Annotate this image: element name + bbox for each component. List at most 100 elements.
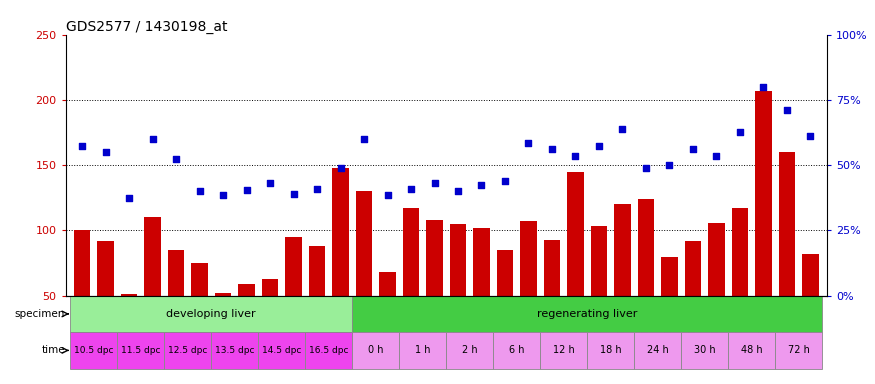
Point [145, 136, 159, 142]
Bar [215, 293, 231, 296]
Bar [493, 332, 540, 369]
Point [333, 165, 347, 171]
Bar [708, 223, 724, 296]
Text: 12.5 dpc: 12.5 dpc [168, 346, 207, 355]
Bar [682, 332, 728, 369]
Bar [426, 220, 443, 296]
Text: 2 h: 2 h [462, 345, 478, 356]
Text: 18 h: 18 h [600, 345, 621, 356]
Bar [353, 296, 822, 332]
Point [75, 142, 89, 149]
Bar [262, 279, 278, 296]
Bar [521, 221, 536, 296]
Text: 24 h: 24 h [647, 345, 668, 356]
Text: time: time [41, 345, 65, 356]
Point [428, 180, 442, 187]
Point [498, 178, 512, 184]
Bar [543, 240, 560, 296]
Text: 16.5 dpc: 16.5 dpc [309, 346, 348, 355]
Bar [497, 250, 514, 296]
Bar [211, 332, 258, 369]
Text: 13.5 dpc: 13.5 dpc [215, 346, 255, 355]
Bar [285, 237, 302, 296]
Point [639, 165, 653, 171]
Bar [117, 332, 164, 369]
Point [381, 192, 395, 198]
Text: GDS2577 / 1430198_at: GDS2577 / 1430198_at [66, 20, 228, 33]
Point [451, 188, 465, 194]
Bar [634, 332, 682, 369]
Point [357, 136, 371, 142]
Point [803, 133, 817, 139]
Bar [353, 332, 399, 369]
Point [99, 149, 113, 155]
Point [404, 185, 418, 192]
Bar [685, 241, 701, 296]
Text: 10.5 dpc: 10.5 dpc [74, 346, 114, 355]
Bar [379, 272, 396, 296]
Bar [638, 199, 654, 296]
Bar [192, 263, 207, 296]
Text: 30 h: 30 h [694, 345, 716, 356]
Bar [238, 284, 255, 296]
Text: specimen: specimen [15, 309, 65, 319]
Text: 11.5 dpc: 11.5 dpc [121, 346, 160, 355]
Bar [356, 191, 372, 296]
Text: 12 h: 12 h [553, 345, 575, 356]
Bar [446, 332, 493, 369]
Point [710, 153, 724, 159]
Bar [164, 332, 211, 369]
Bar [258, 332, 305, 369]
Point [757, 84, 771, 90]
Bar [309, 246, 326, 296]
Bar [97, 241, 114, 296]
Bar [399, 332, 446, 369]
Point [216, 192, 230, 198]
Bar [732, 208, 748, 296]
Text: 0 h: 0 h [368, 345, 383, 356]
Point [733, 129, 747, 136]
Bar [168, 250, 185, 296]
Bar [402, 208, 419, 296]
Point [286, 191, 300, 197]
Point [169, 156, 183, 162]
Bar [591, 227, 607, 296]
Point [686, 146, 700, 152]
Bar [450, 224, 466, 296]
Bar [473, 228, 490, 296]
Bar [121, 295, 137, 296]
Bar [305, 332, 353, 369]
Bar [614, 204, 631, 296]
Bar [728, 332, 775, 369]
Bar [755, 91, 772, 296]
Bar [662, 257, 677, 296]
Text: 48 h: 48 h [741, 345, 762, 356]
Point [123, 195, 136, 201]
Text: 1 h: 1 h [415, 345, 430, 356]
Text: developing liver: developing liver [166, 309, 256, 319]
Point [545, 146, 559, 152]
Bar [70, 296, 353, 332]
Bar [567, 172, 584, 296]
Point [474, 182, 488, 188]
Point [310, 185, 324, 192]
Bar [802, 254, 819, 296]
Text: 72 h: 72 h [788, 345, 809, 356]
Point [522, 140, 536, 146]
Point [592, 142, 606, 149]
Text: regenerating liver: regenerating liver [537, 309, 637, 319]
Point [662, 162, 676, 168]
Point [240, 187, 254, 193]
Bar [74, 230, 90, 296]
Text: 6 h: 6 h [509, 345, 524, 356]
Bar [144, 217, 161, 296]
Point [192, 188, 206, 194]
Point [780, 107, 794, 113]
Bar [775, 332, 822, 369]
Bar [540, 332, 587, 369]
Point [569, 153, 583, 159]
Bar [70, 332, 117, 369]
Point [615, 126, 629, 132]
Bar [332, 168, 349, 296]
Bar [779, 152, 795, 296]
